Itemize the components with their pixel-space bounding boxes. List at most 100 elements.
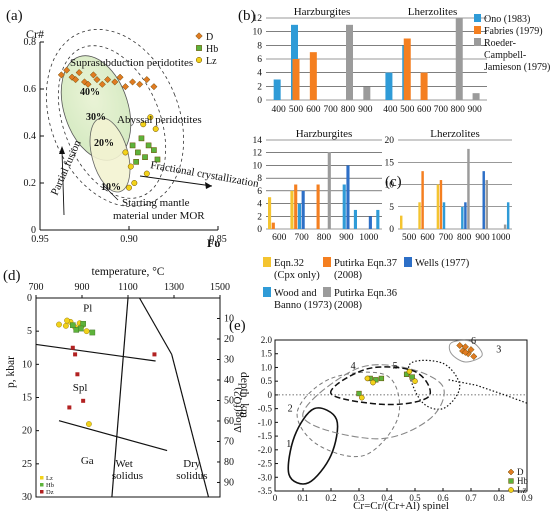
panel-a-ytick-label: 0.8: [24, 37, 37, 48]
panel-e-ytick-label: -1.5: [258, 431, 273, 441]
panel-d-legend-label: Lz: [46, 475, 53, 482]
panel-a-ytick-label: 0: [31, 225, 36, 236]
panel-a-legend-label: D: [206, 32, 213, 43]
panel-c-xtick-label: 700: [439, 233, 454, 243]
panel-e-region-6: [448, 339, 483, 363]
panel-e-xtick-label: 0.3: [353, 493, 365, 503]
panel-e-point-lz: [359, 394, 365, 401]
panel-d-dry-label: Dry: [183, 458, 201, 470]
panel-e-legend-label: Lz: [517, 485, 527, 495]
panel-e-xtick-label: 0.9: [521, 493, 533, 503]
panel-c-bar: [368, 216, 372, 229]
panel-d-ytick-label: 0: [27, 293, 32, 304]
panel-e-ylabel: Δlog(fO2): [232, 387, 244, 433]
panel-e-region-3-tail: [448, 379, 528, 404]
panel-d-y2tick-label: 30: [224, 354, 234, 365]
panel-d-legend-marker: [40, 490, 44, 494]
panel-e-legend-label: Hb: [517, 476, 528, 486]
panel-b-legend-swatch: [474, 14, 481, 22]
panel-c-xtick-label: 1000: [491, 233, 510, 243]
panel-c-legend-label: Wood and: [274, 288, 317, 299]
panel-b-xtick-label: 400: [272, 105, 287, 115]
panel-a-point-hb: [133, 159, 139, 165]
panel-d-spl-ga-boundary: [58, 420, 168, 452]
panel-c-xtick-label: 700: [294, 233, 309, 243]
panel-a-point-lz: [143, 170, 150, 177]
panel-a-starting-label-2: material under MOR: [113, 210, 205, 222]
panel-d-xtick-label: 1100: [118, 282, 138, 293]
panel-b-bar: [309, 52, 317, 100]
panel-c-legend-label: Putirka Eqn.37: [334, 258, 397, 269]
panel-d-field-pl: Pl: [83, 302, 92, 314]
panel-b-ytick-label: 6: [257, 55, 262, 65]
panel-c-xtick-label: 1000: [359, 233, 378, 243]
panel-d-ytick-label: 20: [22, 426, 32, 437]
panel-b-bar: [346, 24, 353, 100]
panel-e-point-d: [470, 352, 478, 361]
panel-c-label: (c): [385, 174, 402, 190]
panel-c-legend-label: Putirka Eqn.36: [334, 288, 397, 299]
panel-a-partial-arrowhead: [59, 146, 65, 154]
panel-d-xtick-label: 900: [75, 282, 90, 293]
panel-d-y2tick-label: 90: [224, 477, 234, 488]
panel-d-wet-label: Wet: [115, 458, 132, 470]
panel-d-pl-spl-boundary: [35, 343, 156, 362]
panel-c-xtick-label: 600: [420, 233, 435, 243]
panel-c-xtick-label: 800: [317, 233, 332, 243]
panel-b-xtick-label: 900: [467, 105, 482, 115]
panel-a-point-d: [89, 71, 97, 79]
panel-c-legend-swatch: [323, 287, 331, 297]
panel-b-bar: [472, 93, 480, 100]
panel-c-ytick-label: 4: [257, 200, 262, 210]
panel-c-bar: [436, 184, 440, 229]
panel-b-legend-label: Ono (1983): [484, 14, 530, 25]
panel-a-point-lz: [147, 114, 154, 121]
panel-e-point-hb: [409, 374, 415, 380]
panel-b-xtick-label: 500: [400, 105, 415, 115]
panel-c-bar: [316, 184, 320, 229]
panel-e-region-4: [302, 364, 445, 440]
panel-c-legend-swatch: [263, 257, 271, 267]
panel-e-xtick-label: 0.6: [437, 493, 449, 503]
panel-e-region-label: 4: [351, 361, 356, 372]
panel-b-ytick-label: 4: [257, 69, 262, 79]
panel-c-bar: [290, 190, 294, 229]
panel-a-point-d: [72, 76, 80, 84]
panel-e-point-lz: [412, 378, 418, 384]
panel-e-point-lz: [370, 379, 376, 386]
panel-c-bar: [301, 190, 305, 229]
panel-d-label: (d): [3, 268, 21, 284]
panel-d-legend-marker: [40, 483, 44, 487]
panel-d-xtick-label: 1300: [164, 282, 184, 293]
panel-a-legend-label: Lz: [206, 56, 217, 67]
panel-d-point-lz: [56, 321, 62, 328]
panel-e-region-1: [287, 407, 339, 485]
panel-c-legend-label: Banno (1973): [274, 300, 333, 311]
panel-e-legend-marker: [508, 487, 514, 493]
panel-d-ylabel: p, kbar: [5, 356, 17, 388]
panel-e-region-label: 5: [393, 361, 398, 372]
panel-e-chart: 0 0.1 0.2 0.3 0.4 0.5 0.6 0.7 0.8 0.9 2.0 1.5 1.0 0.5…: [232, 335, 533, 511]
panel-d-y2tick-label: 40: [224, 375, 234, 386]
panel-a-point-hb: [135, 149, 141, 156]
panel-c-ytick-label: 10: [385, 181, 395, 191]
panel-e-label: (e): [229, 318, 246, 334]
panel-c-ytick-label: 0: [389, 225, 394, 235]
panel-c-bar: [271, 222, 275, 229]
panel-e-region-label: 6: [471, 336, 476, 347]
panel-a-point-d: [80, 78, 89, 86]
panel-d-wet-solidus: [111, 297, 129, 498]
panel-a-point-d: [129, 78, 137, 86]
panel-c-ytick-label: 14: [253, 136, 263, 146]
panel-c-bar: [421, 171, 424, 229]
panel-d-chart: temperature, °C 700 900 1100 1300 1500 0 5 10 15 2…: [5, 266, 250, 503]
panel-c-subplot-title: Lherzolites: [430, 128, 479, 140]
panel-e-point-d: [456, 341, 464, 350]
panel-c-subplot-title: Harzburgites: [296, 128, 353, 140]
panel-e-ytick-label: 1.5: [261, 349, 273, 359]
panel-d-field-ga: Ga: [81, 455, 94, 467]
panel-c-legend-swatch: [323, 257, 331, 267]
panel-d-ytick-label: 30: [22, 492, 32, 503]
